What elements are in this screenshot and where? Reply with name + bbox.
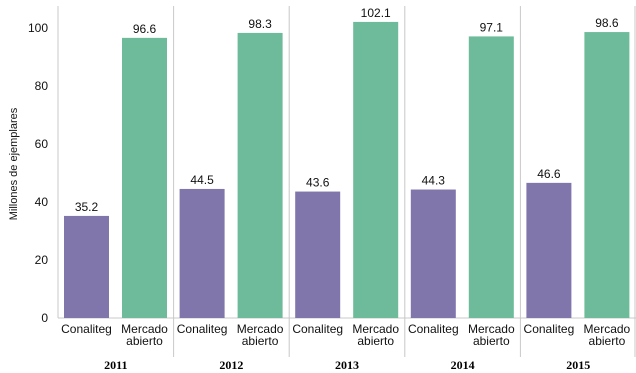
year-label: 2014: [451, 358, 475, 372]
y-axis-label: Millones de ejemplares: [8, 107, 20, 220]
bar-conaliteg-2011: [64, 215, 109, 318]
category-label: Mercado: [121, 322, 168, 336]
category-label: Mercado: [468, 322, 515, 336]
category-label: abierto: [473, 334, 510, 348]
bar-mercado-abierto-2014: [468, 36, 514, 318]
data-label: 102.1: [361, 6, 391, 20]
data-label: 96.6: [133, 22, 157, 36]
bar-conaliteg-2014: [410, 189, 456, 318]
y-tick-label: 20: [35, 253, 49, 267]
y-tick-label: 60: [35, 137, 49, 151]
bar-mercado-abierto-2013: [353, 21, 399, 318]
data-label: 98.6: [595, 16, 619, 30]
bar-mercado-abierto-2012: [237, 32, 283, 319]
data-label: 98.3: [248, 17, 272, 31]
bar-conaliteg-2013: [295, 191, 341, 318]
year-label: 2015: [566, 358, 590, 372]
category-label: abierto: [589, 334, 626, 348]
data-label: 43.6: [306, 176, 330, 190]
data-label: 46.6: [537, 167, 561, 181]
category-label: Mercado: [237, 322, 284, 336]
category-label: Mercado: [584, 322, 631, 336]
bar-conaliteg-2012: [179, 188, 225, 318]
category-label: Conaliteg: [61, 322, 112, 336]
category-label: abierto: [357, 334, 394, 348]
data-label: 97.1: [480, 20, 504, 34]
bar-mercado-abierto-2011: [122, 37, 167, 319]
category-label: Conaliteg: [292, 322, 343, 336]
category-label: abierto: [242, 334, 279, 348]
category-label: Conaliteg: [524, 322, 575, 336]
year-label: 2011: [104, 358, 127, 372]
data-label: 44.5: [190, 173, 214, 187]
year-label: 2013: [335, 358, 359, 372]
y-tick-label: 100: [28, 21, 48, 35]
data-label: 35.2: [75, 200, 99, 214]
y-tick-label: 40: [35, 195, 49, 209]
bars: [64, 21, 630, 319]
data-label: 44.3: [422, 174, 446, 188]
y-tick-label: 80: [35, 79, 49, 93]
year-label: 2012: [219, 358, 243, 372]
category-label: abierto: [126, 334, 163, 348]
bar-conaliteg-2015: [526, 182, 572, 318]
category-label: Mercado: [352, 322, 399, 336]
bar-mercado-abierto-2015: [584, 32, 630, 319]
category-label: Conaliteg: [408, 322, 459, 336]
labels: 35.2Conaliteg96.6Mercadoabierto201144.5C…: [61, 6, 630, 372]
category-label: Conaliteg: [177, 322, 228, 336]
y-tick-label: 0: [41, 311, 48, 325]
